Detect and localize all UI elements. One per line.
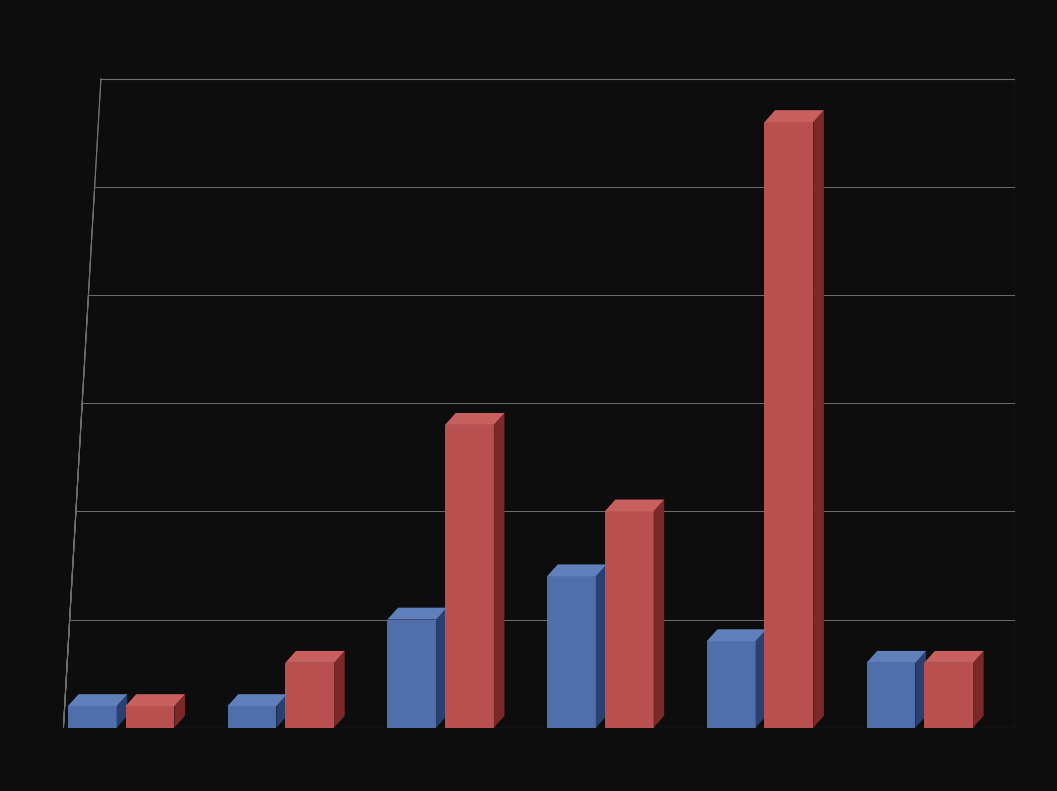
Bar xyxy=(764,122,813,728)
Polygon shape xyxy=(756,630,766,728)
Polygon shape xyxy=(276,694,288,728)
Bar xyxy=(867,663,915,728)
Bar xyxy=(68,706,116,728)
Polygon shape xyxy=(764,110,823,122)
Polygon shape xyxy=(116,694,127,728)
Polygon shape xyxy=(867,651,926,663)
Bar xyxy=(126,706,174,728)
Bar xyxy=(707,642,756,728)
Bar xyxy=(285,663,334,728)
Polygon shape xyxy=(653,500,664,728)
Polygon shape xyxy=(227,694,288,706)
Polygon shape xyxy=(915,651,926,728)
Bar xyxy=(548,577,596,728)
Polygon shape xyxy=(437,607,447,728)
Bar xyxy=(445,425,494,728)
Bar xyxy=(924,663,973,728)
Polygon shape xyxy=(973,651,984,728)
Polygon shape xyxy=(445,413,504,425)
Bar xyxy=(227,706,276,728)
Polygon shape xyxy=(924,651,984,663)
Bar xyxy=(605,512,653,728)
Polygon shape xyxy=(387,607,447,619)
Polygon shape xyxy=(813,110,823,728)
Polygon shape xyxy=(285,651,345,663)
Polygon shape xyxy=(596,565,607,728)
Polygon shape xyxy=(605,500,664,512)
Polygon shape xyxy=(707,630,766,642)
Polygon shape xyxy=(68,694,127,706)
Polygon shape xyxy=(174,694,185,728)
Polygon shape xyxy=(494,413,504,728)
Polygon shape xyxy=(126,694,185,706)
Polygon shape xyxy=(334,651,345,728)
Bar xyxy=(387,619,437,728)
Polygon shape xyxy=(548,565,607,577)
